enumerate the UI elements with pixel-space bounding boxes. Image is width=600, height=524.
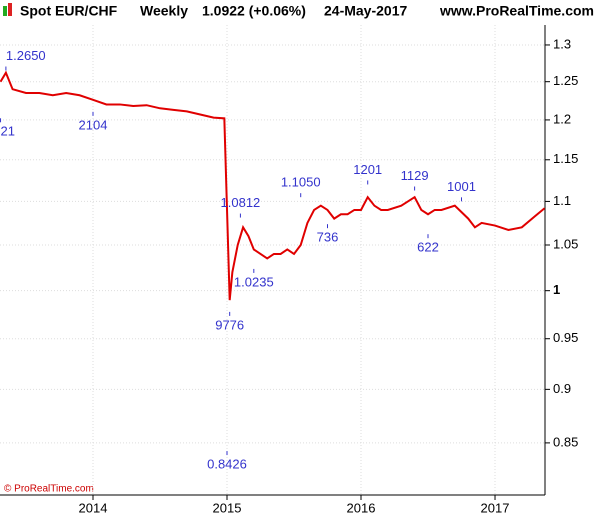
y-tick-label: 1.15 <box>553 151 578 166</box>
x-tick-label: 2015 <box>213 500 242 515</box>
annotation: 1.0812 <box>221 195 261 210</box>
x-tick-label: 2017 <box>481 500 510 515</box>
y-tick-label: 0.85 <box>553 434 578 449</box>
annotation: 21 <box>1 124 15 139</box>
date: 24-May-2017 <box>324 3 407 19</box>
y-tick-label: 1.25 <box>553 73 578 88</box>
y-tick-label: 1.3 <box>553 36 571 51</box>
annotation: 2104 <box>79 117 108 132</box>
y-tick-label: 1 <box>553 282 560 297</box>
y-tick-label: 1.05 <box>553 236 578 251</box>
y-tick-label: 0.95 <box>553 330 578 345</box>
title: Spot EUR/CHF <box>20 3 118 19</box>
logo-bar <box>3 6 7 16</box>
annotation: 736 <box>317 230 339 245</box>
annotation: 1.2650 <box>6 48 46 63</box>
x-tick-label: 2016 <box>347 500 376 515</box>
x-tick-label: 2014 <box>79 500 108 515</box>
price-line <box>0 70 546 301</box>
y-tick-label: 0.9 <box>553 381 571 396</box>
annotation: 1.0235 <box>234 274 274 289</box>
last-quote: 1.0922 (+0.06%) <box>202 3 306 19</box>
annotation: 1.1050 <box>281 175 321 190</box>
period: Weekly <box>140 3 188 19</box>
y-tick-label: 1.2 <box>553 111 571 126</box>
y-tick-label: 1.1 <box>553 193 571 208</box>
annotation: 1129 <box>401 168 429 183</box>
annotation: 622 <box>417 240 439 255</box>
annotation: 1001 <box>447 179 476 194</box>
logo-bar <box>8 3 12 16</box>
annotation: 1201 <box>353 162 382 177</box>
annotation: 0.8426 <box>207 457 247 472</box>
copyright: © ProRealTime.com <box>4 484 94 495</box>
annotation: 9776 <box>215 317 244 332</box>
source: www.ProRealTime.com <box>439 3 594 19</box>
